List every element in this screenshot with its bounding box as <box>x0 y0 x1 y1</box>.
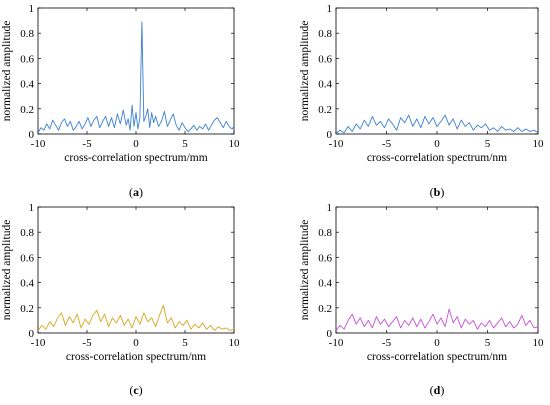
y-axis-label: normalized amplitude <box>299 21 311 122</box>
y-axis-label: normalized amplitude <box>1 220 13 321</box>
x-tick-label: 10 <box>533 337 545 349</box>
y-tick-label: 1 <box>29 3 35 15</box>
x-tick-label: -10 <box>31 337 46 349</box>
x-tick-label: -5 <box>82 337 92 349</box>
y-tick-label: 0 <box>29 129 35 141</box>
x-tick-label: 0 <box>133 337 139 349</box>
x-tick-label: 0 <box>133 138 139 150</box>
panel-caption-close: ) <box>139 383 143 397</box>
y-tick-label: 1 <box>29 202 35 214</box>
panel-caption-letter: d <box>434 383 441 397</box>
y-tick-label: 0.6 <box>318 252 332 264</box>
panel-caption: (a) <box>129 185 143 199</box>
x-tick-label: -5 <box>82 138 92 150</box>
y-tick-label: 1 <box>327 202 333 214</box>
panel-caption-open: ( <box>129 383 133 397</box>
x-tick-label: 5 <box>485 138 491 150</box>
panel-caption: (c) <box>129 383 142 397</box>
x-tick-label: 10 <box>533 138 545 150</box>
y-tick-label: 0.8 <box>20 227 34 239</box>
panel-caption-open: ( <box>430 185 434 199</box>
x-tick-label: -5 <box>382 337 392 349</box>
panel-caption-close: ) <box>440 383 444 397</box>
x-axis-label: cross-correlation spectrum/mm <box>64 152 207 164</box>
x-tick-label: 0 <box>434 337 440 349</box>
plot-frame <box>335 7 539 135</box>
x-tick-label: 5 <box>182 138 188 150</box>
y-tick-label: 0.8 <box>318 28 332 40</box>
y-tick-label: 0.2 <box>20 104 34 116</box>
x-axis-label: cross-correlation spectrum/nm <box>367 351 507 363</box>
y-axis-label: normalized amplitude <box>299 220 311 321</box>
series-line <box>37 304 235 331</box>
plot-frame <box>37 206 235 334</box>
x-tick-label: 0 <box>434 138 440 150</box>
panel-c: -10 -5 0 5 10 0 0.2 0.4 0.6 0.8 1 cross-correlation… <box>1 202 240 397</box>
y-axis-label: normalized amplitude <box>1 21 13 122</box>
panel-d: -10 -5 0 5 10 0 0.2 0.4 0.6 0.8 1 cross-correlation… <box>299 202 544 397</box>
y-tick-label: 0 <box>29 328 35 340</box>
x-axis-label: cross-correlation spectrum/nm <box>66 351 206 363</box>
x-axis-label: cross-correlation spectrum/nm <box>367 152 507 164</box>
panel-caption: (b) <box>430 185 445 199</box>
plot-frame <box>335 206 539 334</box>
y-tick-label: 0 <box>327 328 333 340</box>
y-tick-label: 0.4 <box>318 278 332 290</box>
x-tick-label: -10 <box>31 138 46 150</box>
x-tick-label: -5 <box>382 138 392 150</box>
y-tick-label: 0.4 <box>20 79 34 91</box>
panel-caption-open: ( <box>430 383 434 397</box>
panel-caption-close: ) <box>440 185 444 199</box>
y-tick-label: 1 <box>327 3 333 15</box>
y-tick-label: 0.4 <box>318 79 332 91</box>
series-line <box>335 308 539 331</box>
y-tick-label: 0.4 <box>20 278 34 290</box>
panel-b: -10 -5 0 5 10 0 0.2 0.4 0.6 0.8 1 cross-correlation… <box>299 3 544 199</box>
x-tick-label: 5 <box>485 337 491 349</box>
panel-caption-letter: a <box>133 185 139 199</box>
y-tick-label: 0.6 <box>20 53 34 65</box>
panel-caption-close: ) <box>139 185 143 199</box>
panel-caption-open: ( <box>129 185 133 199</box>
x-tick-label: 10 <box>229 138 241 150</box>
y-tick-label: 0 <box>327 129 333 141</box>
y-tick-label: 0.2 <box>318 104 332 116</box>
y-tick-label: 0.8 <box>20 28 34 40</box>
y-tick-label: 0.2 <box>20 303 34 315</box>
series-line <box>335 114 539 135</box>
y-tick-label: 0.6 <box>20 252 34 264</box>
y-tick-label: 0.2 <box>318 303 332 315</box>
panel-caption-letter: c <box>133 383 139 397</box>
x-tick-label: -10 <box>329 138 344 150</box>
panel-caption: (d) <box>430 383 445 397</box>
y-tick-label: 0.6 <box>318 53 332 65</box>
x-tick-label: -10 <box>329 337 344 349</box>
series-line <box>37 21 235 133</box>
x-tick-label: 10 <box>229 337 241 349</box>
panel-caption-letter: b <box>434 185 441 199</box>
x-tick-label: 5 <box>182 337 188 349</box>
panel-a: -10 -5 0 5 10 0 0.2 0.4 0.6 0.8 1 cross-correlation… <box>1 3 240 199</box>
y-tick-label: 0.8 <box>318 227 332 239</box>
